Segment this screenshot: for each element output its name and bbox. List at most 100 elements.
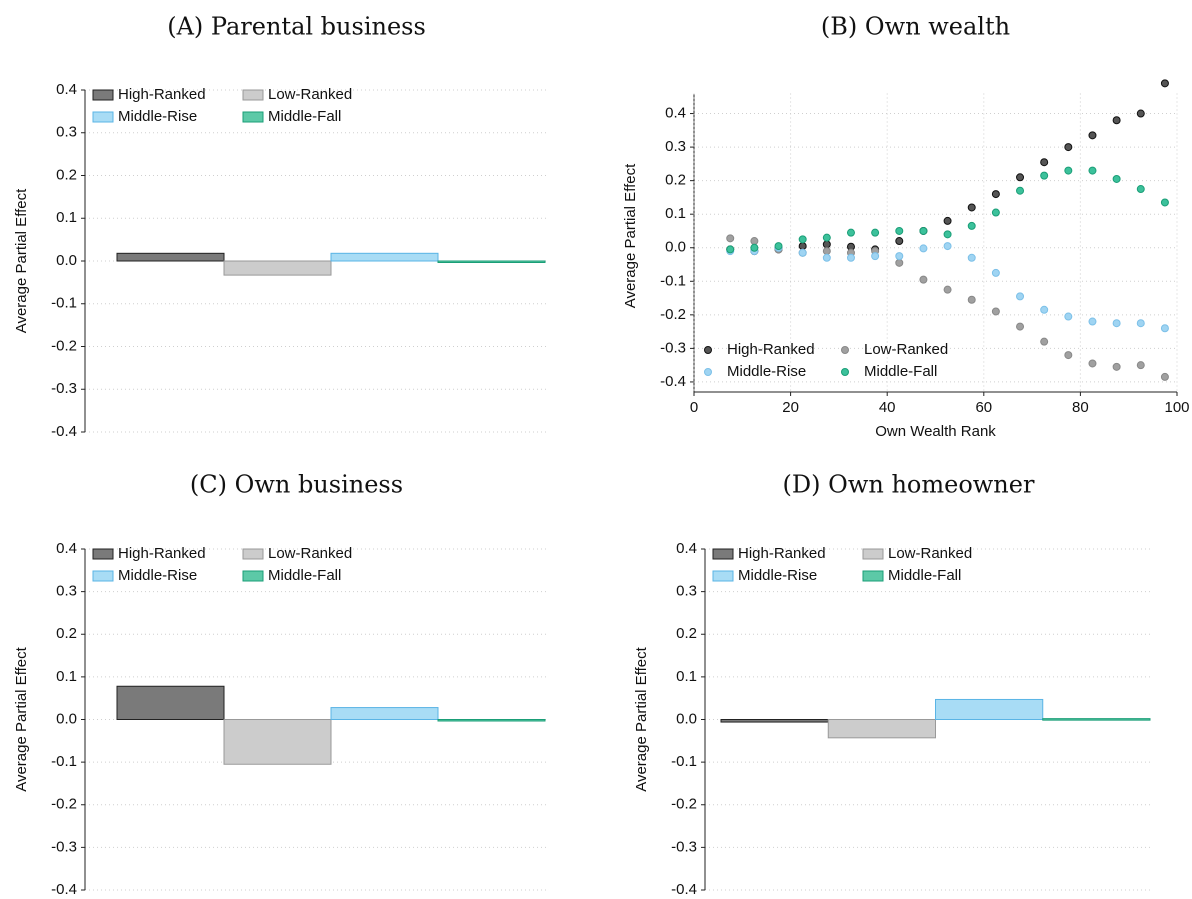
legend-label: Middle-Fall [864,363,937,380]
point [1088,131,1097,140]
point [895,226,904,235]
point [1088,166,1097,175]
legend-marker [841,346,849,354]
bar [437,719,546,722]
y-tick-label: 0.4 [676,540,697,557]
legend-label: Low-Ranked [864,341,948,358]
point [1136,361,1145,370]
point [943,285,952,294]
y-tick-label: -0.2 [51,337,77,354]
x-tick-label: 60 [975,399,992,416]
legend-label: Middle-Fall [268,108,341,125]
y-tick-label: -0.4 [51,423,77,440]
legend-swatch [862,548,884,560]
chart-title: (D) Own homeowner [783,471,1035,499]
point [1016,322,1025,331]
legend-label: High-Ranked [118,86,206,103]
point [1040,158,1049,167]
bar [437,260,546,263]
y-tick-label: 0.0 [676,710,697,727]
x-axis-label: Own Wealth Rank [875,423,996,440]
legend-label: Low-Ranked [888,545,972,562]
point [991,268,1000,277]
legend-label: High-Ranked [738,545,826,562]
legend-label: Low-Ranked [268,86,352,103]
y-tick-label: -0.1 [660,272,686,289]
point [1088,317,1097,326]
legend-swatch [712,548,734,560]
point [822,253,831,262]
point [822,233,831,242]
y-tick-label: -0.3 [51,838,77,855]
x-tick-label: 20 [782,399,799,416]
legend-swatch [92,89,114,101]
point [991,190,1000,199]
y-tick-label: -0.3 [671,838,697,855]
point [1112,116,1121,125]
point [919,226,928,235]
y-tick-label: 0.1 [56,668,77,685]
point [991,307,1000,316]
bar [330,252,439,262]
point [991,208,1000,217]
y-tick-label: 0.3 [665,138,686,155]
point [846,253,855,262]
legend-label: Middle-Rise [118,108,197,125]
y-tick-label: 0.1 [56,209,77,226]
legend-swatch [242,570,264,582]
point [1112,362,1121,371]
y-tick-label: 0.3 [56,124,77,141]
legend-label: Middle-Rise [727,363,806,380]
legend-swatch [242,111,264,123]
y-axis-label: Average Partial Effect [13,188,30,333]
legend-marker [704,346,712,354]
chart-title: (A) Parental business [167,13,426,41]
bar [827,719,936,739]
legend-swatch [862,570,884,582]
chart-title: (B) Own wealth [821,13,1010,41]
legend-swatch [92,570,114,582]
y-tick-label: 0.2 [676,625,697,642]
y-tick-label: 0.4 [56,540,77,557]
bar [223,260,332,276]
point [1040,305,1049,314]
point [967,253,976,262]
point [1136,109,1145,118]
point [798,242,807,251]
point [1016,186,1025,195]
bar [116,252,225,262]
point [967,203,976,212]
point [822,240,831,249]
legend-label: Middle-Rise [738,567,817,584]
point [871,228,880,237]
point [1016,292,1025,301]
point [1064,143,1073,152]
legend-label: Middle-Fall [888,567,961,584]
point [967,221,976,230]
legend-swatch [242,89,264,101]
x-tick-label: 80 [1072,399,1089,416]
legend-swatch [242,548,264,560]
point [943,216,952,225]
point [943,230,952,239]
y-tick-label: 0.0 [56,252,77,269]
y-tick-label: 0.2 [56,166,77,183]
legend-marker [704,368,712,376]
legend-marker [841,368,849,376]
y-tick-label: 0.1 [676,668,697,685]
legend-label: High-Ranked [118,545,206,562]
legend-label: Middle-Rise [118,567,197,584]
point [1160,79,1169,88]
y-tick-label: -0.4 [51,881,77,898]
point [1160,324,1169,333]
y-tick-label: -0.2 [671,796,697,813]
y-tick-label: -0.2 [660,306,686,323]
point [822,247,831,256]
y-tick-label: -0.1 [671,753,697,770]
bar [1042,718,1151,721]
bar [223,719,332,765]
x-tick-label: 0 [690,399,698,416]
y-axis-label: Average Partial Effect [622,163,639,308]
point [1160,372,1169,381]
y-tick-label: 0.4 [56,81,77,98]
